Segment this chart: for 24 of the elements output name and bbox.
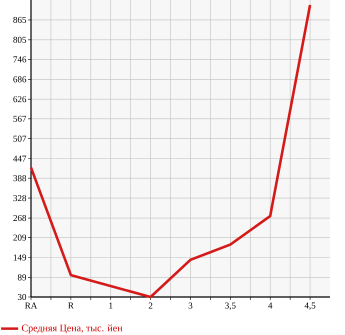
- x-tick-label: 3: [188, 302, 192, 309]
- y-tick-label: 388: [13, 175, 26, 182]
- y-tick-label: 746: [14, 56, 26, 62]
- y-tick-label: 567: [13, 116, 26, 122]
- y-tick-label: 89: [18, 274, 26, 280]
- y-tick-label: 447: [13, 156, 26, 162]
- y-tick-label: 507: [13, 136, 26, 142]
- y-tick-label: 686: [13, 76, 26, 82]
- y-tick-label: 149: [14, 254, 26, 261]
- legend-label: Средняя Цена, тыс. йен: [22, 324, 122, 334]
- y-tick-label: 865: [13, 16, 26, 23]
- y-tick-label: 209: [13, 234, 26, 241]
- x-tick-label: R: [68, 302, 74, 308]
- x-tick-label: 2: [148, 302, 152, 308]
- x-tick-label: 4: [268, 302, 272, 308]
- y-tick-label: 626: [13, 96, 26, 102]
- y-tick-label: 805: [13, 36, 26, 43]
- x-tick-label: 3,5: [225, 302, 236, 310]
- x-tick-label: RA: [25, 302, 38, 308]
- x-tick-label: 1: [109, 302, 112, 308]
- y-tick-label: 328: [13, 195, 26, 202]
- y-tick-label: 30: [18, 294, 26, 300]
- y-tick-label: 268: [13, 214, 26, 222]
- x-tick-label: 4,5: [304, 302, 316, 310]
